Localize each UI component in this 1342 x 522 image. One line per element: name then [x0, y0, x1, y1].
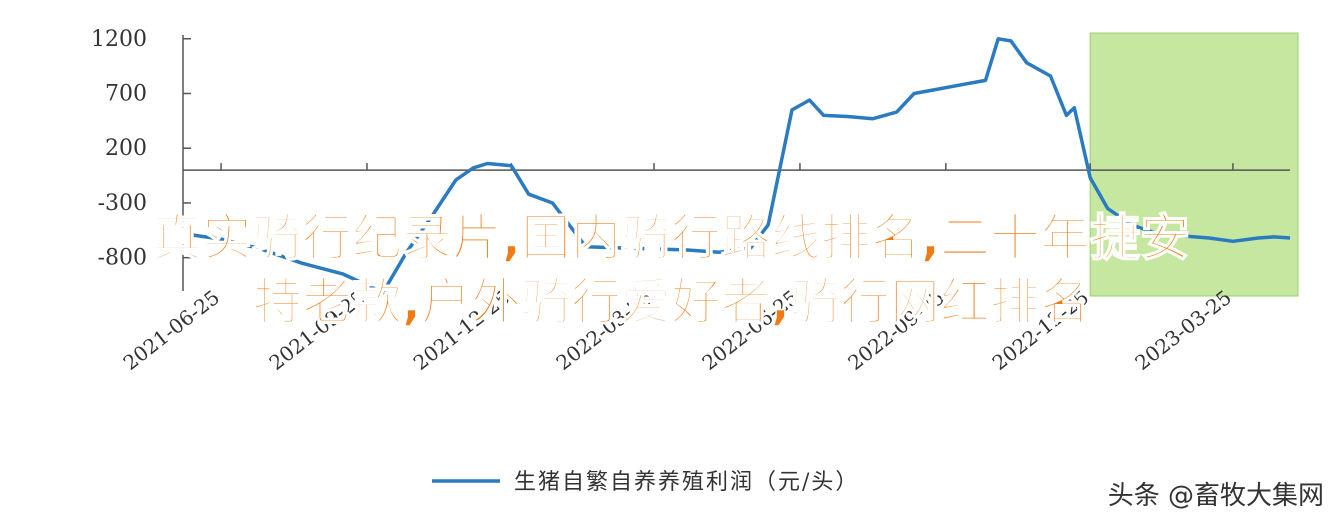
y-tick-label: -300: [98, 191, 147, 216]
highlight-region: [1089, 32, 1299, 297]
watermark: 头条 @畜牧大集网: [1107, 481, 1324, 511]
y-tick-label: -800: [98, 246, 147, 271]
legend-label: 生猪自繁自养养殖利润（元/头）: [514, 470, 859, 495]
overlay-title-line-1: 真实骑行纪录片,国内骑行路线排名,二十年捷安: [151, 208, 1191, 268]
y-tick-label: 1200: [91, 27, 147, 52]
overlay-title-line-2: 特老款,户外骑行爱好者,骑行网红排名: [251, 272, 1091, 332]
series-line: [182, 37, 1291, 295]
y-axis-ticks: 1200 700 200 -300 -800: [91, 27, 191, 271]
y-tick-label: 200: [105, 136, 147, 161]
y-tick-label: 700: [105, 81, 147, 106]
